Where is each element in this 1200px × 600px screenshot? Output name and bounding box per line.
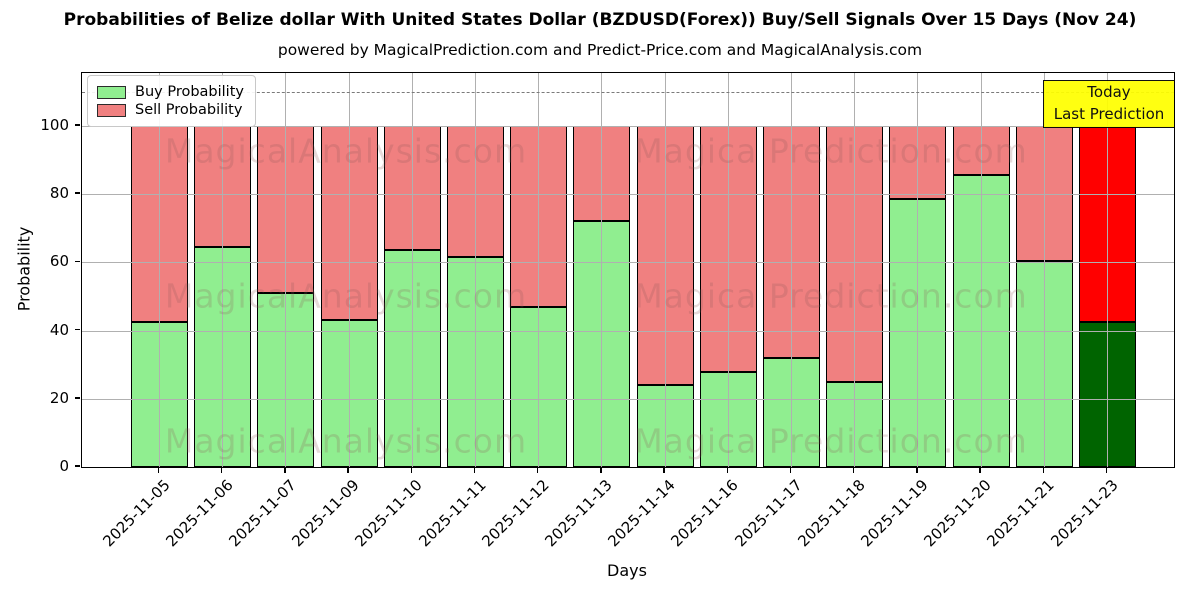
annotation-line-last-prediction: Last Prediction <box>1053 105 1165 123</box>
x-tick-mark <box>536 467 539 473</box>
x-tick-mark <box>473 467 476 473</box>
vertical-gridline <box>159 73 160 467</box>
x-tick-mark <box>600 467 602 473</box>
y-tick-mark <box>74 328 80 331</box>
legend-item-buy: Buy Probability <box>97 84 244 100</box>
y-tick-mark <box>74 465 80 467</box>
x-tick-mark <box>410 467 413 473</box>
y-tick-label: 60 <box>49 252 69 271</box>
y-tick-label: 40 <box>49 320 69 339</box>
y-tick-label: 100 <box>40 115 69 134</box>
annotation-line-today: Today <box>1087 83 1131 102</box>
vertical-gridline <box>348 73 350 467</box>
x-tick-mark <box>663 467 665 473</box>
vertical-gridline <box>285 73 287 467</box>
vertical-gridline <box>980 73 982 467</box>
x-tick-mark <box>789 467 792 473</box>
x-tick-mark <box>284 467 286 473</box>
x-tick-mark <box>916 467 918 473</box>
buy-legend-label: Buy Probability <box>135 84 244 100</box>
vertical-gridline <box>664 73 666 467</box>
x-tick-mark <box>1105 467 1108 473</box>
watermark-magicalanalysis: MagicalAnalysis.com <box>164 131 528 171</box>
sell-swatch-icon <box>97 103 126 117</box>
watermark-magicalprediction: Magica Prediction.com <box>634 276 1028 316</box>
y-tick-label: 0 <box>59 457 69 475</box>
vertical-gridline <box>538 73 540 467</box>
vertical-gridline <box>601 73 603 467</box>
vertical-gridline <box>854 73 856 467</box>
buy-swatch-icon <box>97 85 126 99</box>
horizontal-gridline <box>82 194 1174 196</box>
chart-subtitle: powered by MagicalPrediction.com and Pre… <box>277 41 923 59</box>
chart-title: Probabilities of Belize dollar With Unit… <box>63 10 1137 30</box>
x-axis-label: Days <box>607 561 647 580</box>
vertical-gridline <box>1043 73 1045 467</box>
y-tick-label: 80 <box>49 184 69 203</box>
y-tick-label: 20 <box>49 388 69 407</box>
y-tick-mark <box>74 260 80 263</box>
x-tick-mark <box>157 467 160 473</box>
x-tick-mark <box>726 467 729 473</box>
legend-item-sell: Sell Probability <box>97 102 244 118</box>
vertical-gridline <box>475 73 476 467</box>
vertical-gridline <box>1107 73 1108 467</box>
horizontal-gridline <box>82 330 1174 332</box>
watermark-magicalanalysis: MagicalAnalysis.com <box>164 276 528 316</box>
y-tick-mark <box>74 192 80 194</box>
x-tick-mark <box>220 467 223 473</box>
y-tick-mark <box>74 124 80 126</box>
sell-legend-label: Sell Probability <box>135 102 243 118</box>
vertical-gridline <box>411 73 413 467</box>
legend: Buy Probability Sell Probability <box>87 75 256 127</box>
x-tick-mark <box>979 467 981 473</box>
watermark-magicalprediction: Magica Prediction.com <box>634 131 1028 171</box>
watermark-magicalanalysis: MagicalAnalysis.com <box>164 421 528 461</box>
threshold-dashed-line <box>82 91 1174 93</box>
x-tick-mark <box>852 467 855 473</box>
horizontal-gridline <box>82 262 1174 264</box>
horizontal-gridline <box>82 398 1174 400</box>
x-tick-mark <box>347 467 349 473</box>
today-annotation: Today Last Prediction <box>1043 80 1175 128</box>
vertical-gridline <box>791 73 792 467</box>
horizontal-gridline <box>82 125 1174 127</box>
vertical-gridline <box>917 73 919 467</box>
vertical-gridline <box>727 73 729 467</box>
y-tick-mark <box>74 397 80 399</box>
vertical-gridline <box>222 73 224 467</box>
x-tick-mark <box>1042 467 1045 473</box>
watermark-magicalprediction: Magica Prediction.com <box>634 421 1028 461</box>
plot-area: Buy Probability Sell Probability Today L… <box>81 72 1175 468</box>
